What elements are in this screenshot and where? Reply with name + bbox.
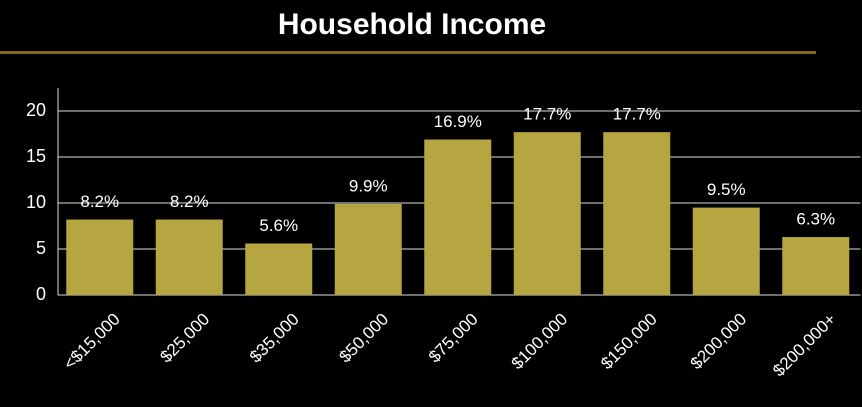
y-tick-label: 5 <box>36 238 46 258</box>
value-label: 17.7% <box>613 105 661 124</box>
value-label: 9.9% <box>349 176 388 195</box>
bar <box>513 132 581 295</box>
bar <box>692 207 760 295</box>
value-label: 17.7% <box>523 105 571 124</box>
title-rule <box>0 51 816 54</box>
bar <box>245 243 313 295</box>
value-label: 9.5% <box>707 180 746 199</box>
chart-title: Household Income <box>278 8 546 41</box>
y-tick-label: 15 <box>26 146 46 166</box>
y-tick-label: 10 <box>26 192 46 212</box>
value-label: 6.3% <box>796 210 835 229</box>
value-label: 5.6% <box>259 216 298 235</box>
bar <box>66 219 134 295</box>
bar <box>424 139 492 295</box>
bar <box>334 203 402 295</box>
bar <box>155 219 223 295</box>
y-tick-label: 20 <box>26 100 46 120</box>
bar <box>603 132 671 295</box>
y-tick-label: 0 <box>36 284 46 304</box>
value-label: 8.2% <box>170 192 209 211</box>
value-label: 16.9% <box>434 112 482 131</box>
value-label: 8.2% <box>80 192 119 211</box>
bar <box>782 237 850 295</box>
